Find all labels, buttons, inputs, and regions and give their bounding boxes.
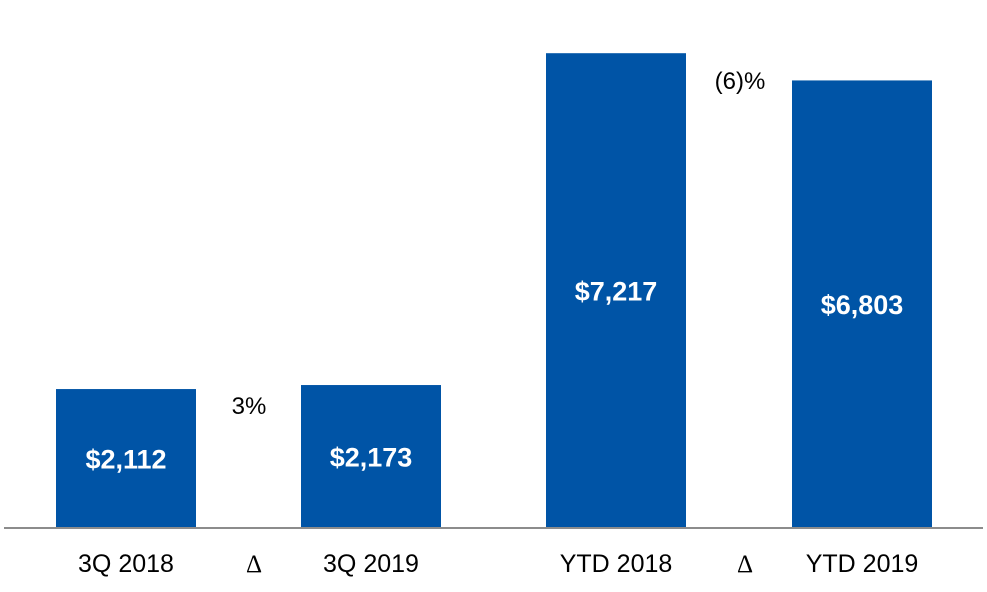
bars-group <box>56 53 932 529</box>
change-label-1: (6)% <box>715 68 766 95</box>
category-label-1: 3Q 2019 <box>323 550 419 578</box>
data-label-0: $2,112 <box>85 445 166 475</box>
bar-2 <box>546 53 686 529</box>
labels-group: $2,112 3Q 2018 $2,173 3Q 2019 $7,217 YTD 2018… <box>78 68 918 578</box>
bar-3 <box>792 80 932 529</box>
data-label-3: $6,803 <box>821 290 904 320</box>
data-label-2: $7,217 <box>575 277 658 307</box>
category-label-3: YTD 2019 <box>806 550 919 578</box>
delta-symbol-1: Δ <box>737 551 753 578</box>
change-label-0: 3% <box>232 393 267 420</box>
delta-symbol-0: Δ <box>246 551 262 578</box>
category-label-0: 3Q 2018 <box>78 550 174 578</box>
data-label-1: $2,173 <box>330 443 413 473</box>
bar-1 <box>301 385 441 528</box>
category-label-2: YTD 2018 <box>560 550 673 578</box>
bar-0 <box>56 389 196 528</box>
